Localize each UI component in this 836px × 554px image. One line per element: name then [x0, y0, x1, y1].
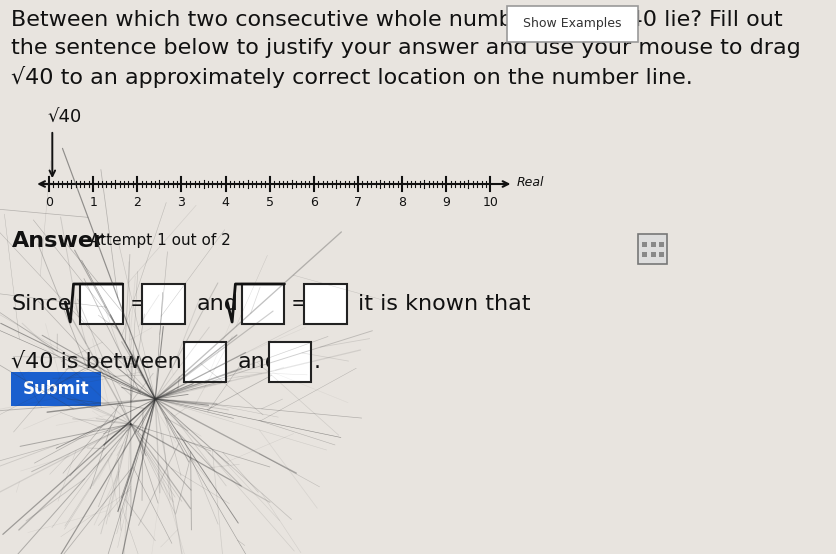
Text: and: and — [196, 294, 238, 314]
Text: =: = — [291, 294, 309, 314]
Text: the sentence below to justify your answer and use your mouse to drag: the sentence below to justify your answe… — [12, 38, 801, 58]
Text: and: and — [238, 352, 280, 372]
Text: √40 is between: √40 is between — [12, 352, 182, 372]
Text: Submit: Submit — [23, 380, 89, 398]
Bar — [507, 6, 638, 42]
Text: 0: 0 — [45, 196, 53, 209]
Text: Since: Since — [12, 294, 72, 314]
Text: 7: 7 — [354, 196, 362, 209]
Text: 2: 2 — [134, 196, 141, 209]
Bar — [184, 342, 227, 382]
Bar — [142, 284, 185, 324]
Text: 6: 6 — [310, 196, 318, 209]
Bar — [642, 252, 647, 257]
Bar — [269, 342, 311, 382]
Bar — [80, 284, 123, 324]
Text: 3: 3 — [177, 196, 186, 209]
Text: Between which two consecutive whole numbers does √40 lie? Fill out: Between which two consecutive whole numb… — [12, 10, 783, 30]
Text: Attempt 1 out of 2: Attempt 1 out of 2 — [90, 233, 231, 249]
Text: 9: 9 — [442, 196, 451, 209]
Bar — [242, 284, 284, 324]
Bar — [304, 284, 347, 324]
Bar — [650, 252, 655, 257]
Bar — [642, 242, 647, 247]
Text: 8: 8 — [398, 196, 406, 209]
Text: =: = — [129, 294, 148, 314]
Bar — [659, 242, 664, 247]
Text: it is known that: it is known that — [358, 294, 531, 314]
Text: Real: Real — [517, 177, 544, 189]
Text: √40 to an approximately correct location on the number line.: √40 to an approximately correct location… — [12, 66, 693, 88]
Text: 5: 5 — [266, 196, 273, 209]
Text: 10: 10 — [482, 196, 498, 209]
Text: .: . — [314, 352, 321, 372]
Text: 1: 1 — [89, 196, 97, 209]
Text: Show Examples: Show Examples — [522, 18, 621, 30]
Text: √40: √40 — [48, 108, 82, 126]
Bar — [638, 234, 667, 264]
Bar — [650, 242, 655, 247]
Bar — [12, 372, 101, 406]
Bar — [659, 252, 664, 257]
Text: Answer: Answer — [12, 231, 104, 251]
Text: 4: 4 — [222, 196, 230, 209]
